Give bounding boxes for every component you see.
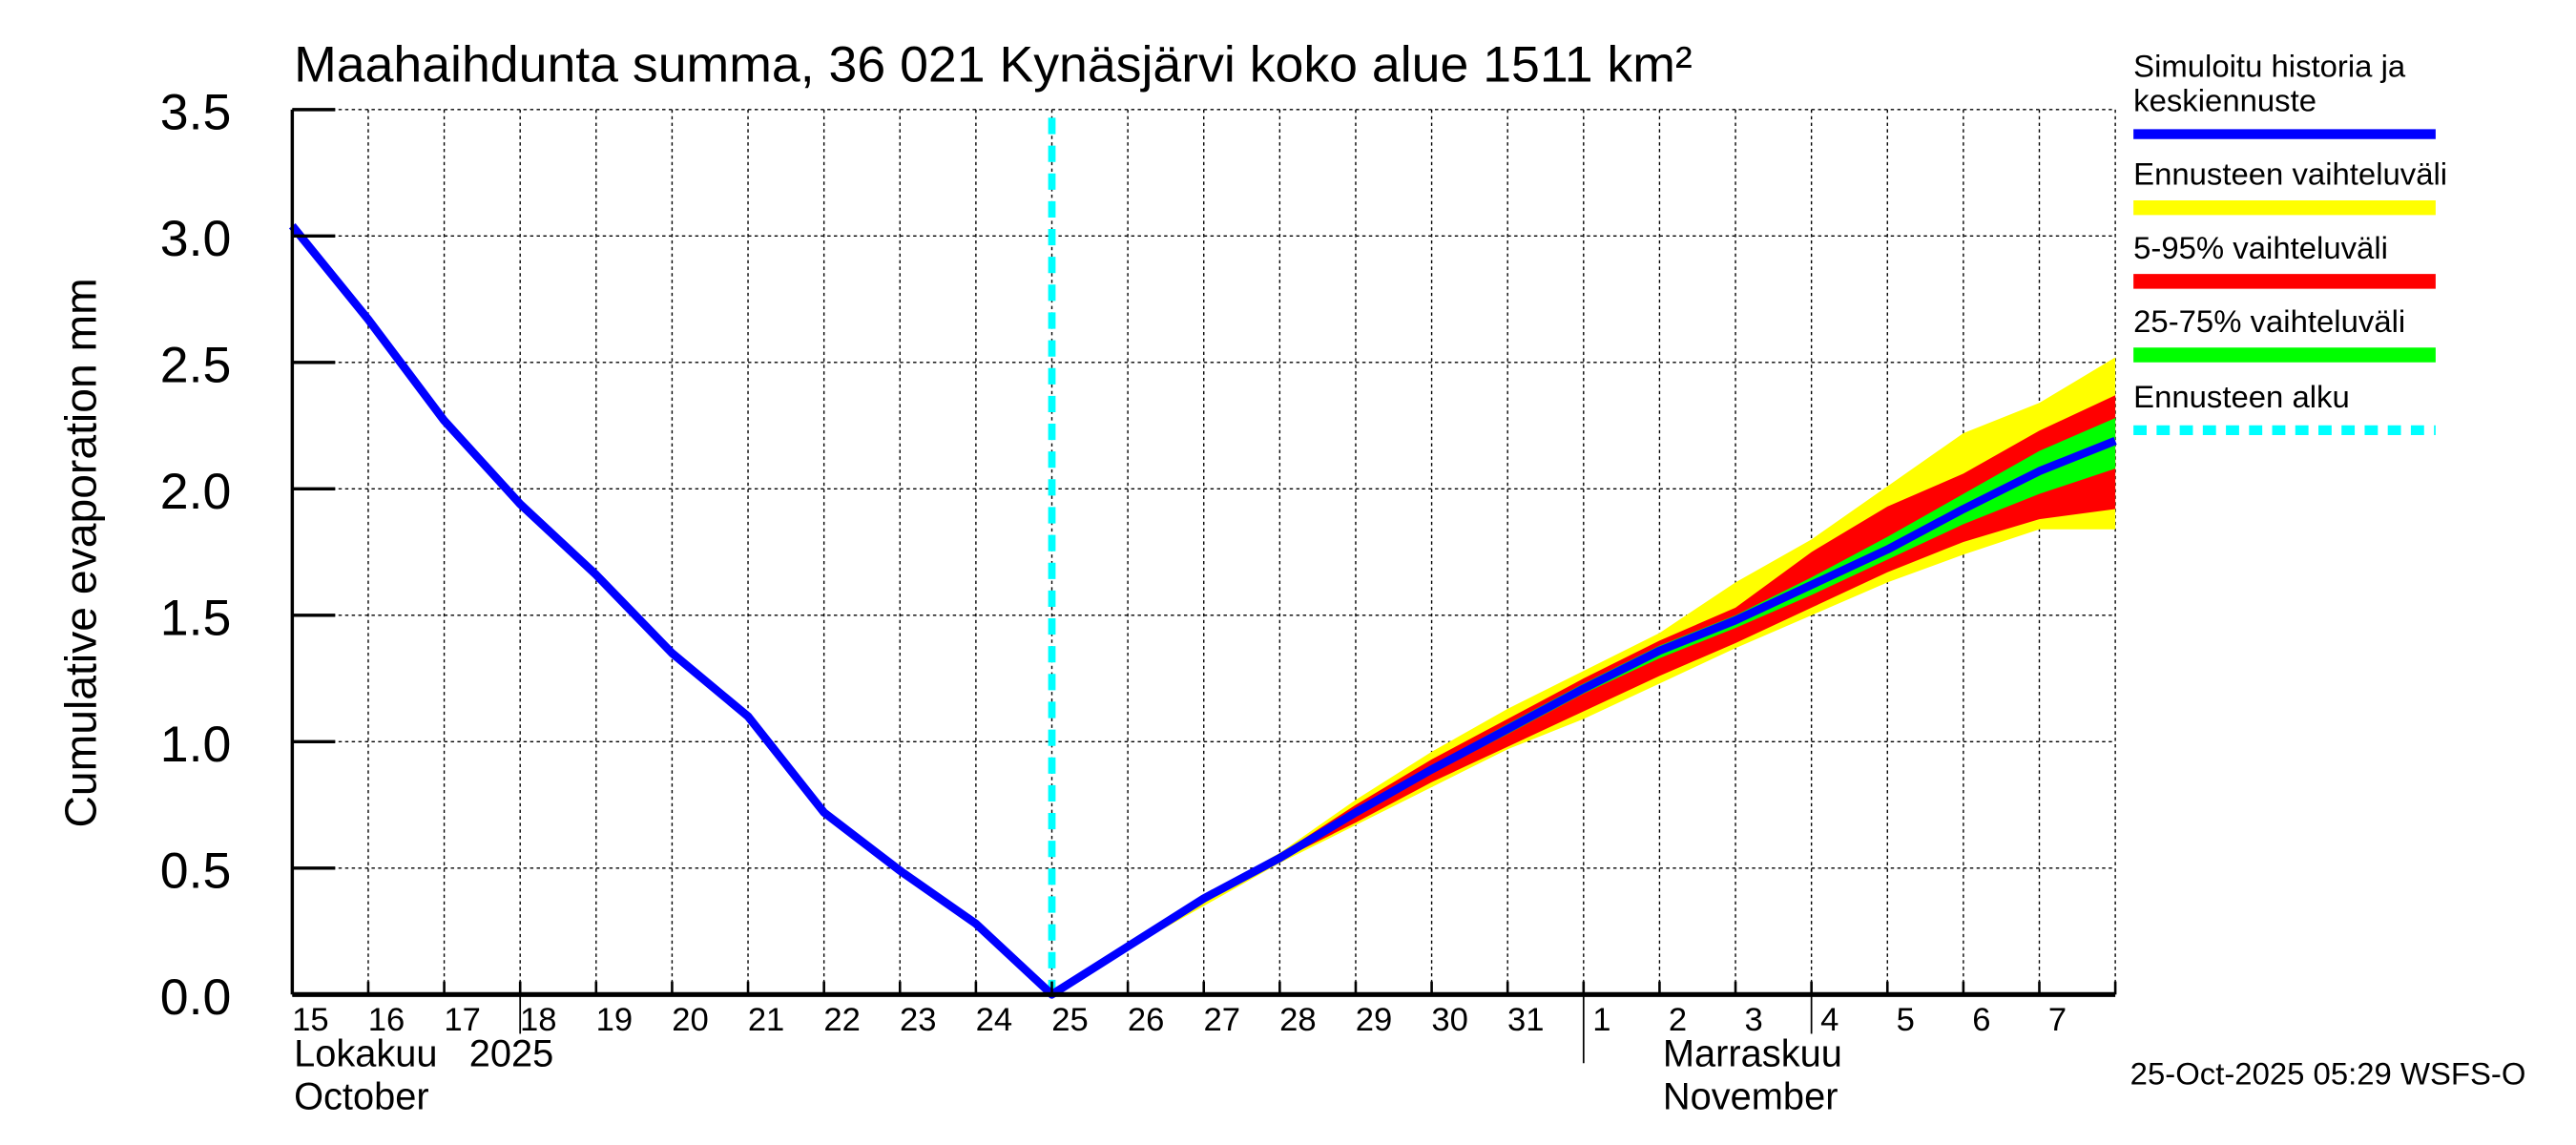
legend-label: 25-75% vaihteluväli bbox=[2133, 303, 2405, 339]
y-tick-label: 2.5 bbox=[160, 338, 232, 394]
x-tick-label: 15 bbox=[292, 1002, 328, 1038]
x-tick-label: 19 bbox=[596, 1002, 633, 1038]
legend-label: Ennusteen vaihteluväli bbox=[2133, 156, 2447, 192]
month-label-nov-fi: Marraskuu bbox=[1663, 1033, 1842, 1075]
x-tick-label: 26 bbox=[1128, 1002, 1164, 1038]
y-tick-label: 3.5 bbox=[160, 85, 232, 141]
x-tick-label: 6 bbox=[1972, 1002, 1990, 1038]
median-line bbox=[288, 223, 2117, 999]
chart-title: Maahaihdunta summa, 36 021 Kynäsjärvi ko… bbox=[294, 37, 1693, 94]
x-tick-label: 2 bbox=[1669, 1002, 1687, 1038]
y-tick-label: 0.0 bbox=[160, 969, 232, 1026]
month-label-nov-en: November bbox=[1663, 1075, 1839, 1117]
x-tick-label: 1 bbox=[1592, 1002, 1610, 1038]
band-25-75-vaihteluv-li bbox=[1051, 418, 2116, 995]
x-tick-label: 29 bbox=[1356, 1002, 1392, 1038]
x-tick-label: 22 bbox=[823, 1002, 860, 1038]
y-tick-label: 3.0 bbox=[160, 211, 232, 267]
x-tick-label: 24 bbox=[976, 1002, 1012, 1038]
x-tick-label: 3 bbox=[1744, 1002, 1762, 1038]
x-tick-label: 17 bbox=[444, 1002, 480, 1038]
x-tick-label: 21 bbox=[748, 1002, 784, 1038]
x-tick-label: 7 bbox=[2048, 1002, 2067, 1038]
x-tick-label: 23 bbox=[900, 1002, 936, 1038]
timestamp: 25-Oct-2025 05:29 WSFS-O bbox=[2130, 1056, 2526, 1092]
x-tick-label: 5 bbox=[1897, 1002, 1915, 1038]
series-lines bbox=[288, 117, 2117, 999]
y-tick-label: 0.5 bbox=[160, 843, 232, 900]
y-tick-label: 1.0 bbox=[160, 717, 232, 773]
legend-label: 5-95% vaihteluväli bbox=[2133, 230, 2388, 265]
legend-label: Simuloitu historia ja bbox=[2133, 49, 2406, 84]
month-label-oct-en: October bbox=[294, 1075, 429, 1117]
x-tick-label: 20 bbox=[672, 1002, 708, 1038]
x-tick-label: 27 bbox=[1204, 1002, 1240, 1038]
y-tick-label: 1.5 bbox=[160, 591, 232, 647]
x-tick-label: 25 bbox=[1051, 1002, 1088, 1038]
x-tick-label: 31 bbox=[1507, 1002, 1544, 1038]
x-tick-label: 18 bbox=[520, 1002, 556, 1038]
x-tick-label: 28 bbox=[1279, 1002, 1316, 1038]
axes: 0.00.51.01.52.02.53.03.515 16 17 18 19 20 21 22… bbox=[160, 85, 2117, 1064]
band-5-95-vaihteluv-li bbox=[1051, 395, 2116, 995]
x-tick-label: 16 bbox=[368, 1002, 405, 1038]
legend-label: keskiennuste bbox=[2133, 83, 2316, 118]
legend-label: Ennusteen alku bbox=[2133, 379, 2350, 414]
y-axis-label: Cumulative evaporation mm bbox=[55, 278, 105, 827]
x-tick-label: 30 bbox=[1431, 1002, 1467, 1038]
month-label-oct-fi: Lokakuu 2025 bbox=[294, 1033, 553, 1075]
y-tick-label: 2.0 bbox=[160, 464, 232, 520]
x-tick-label: 4 bbox=[1820, 1002, 1839, 1038]
